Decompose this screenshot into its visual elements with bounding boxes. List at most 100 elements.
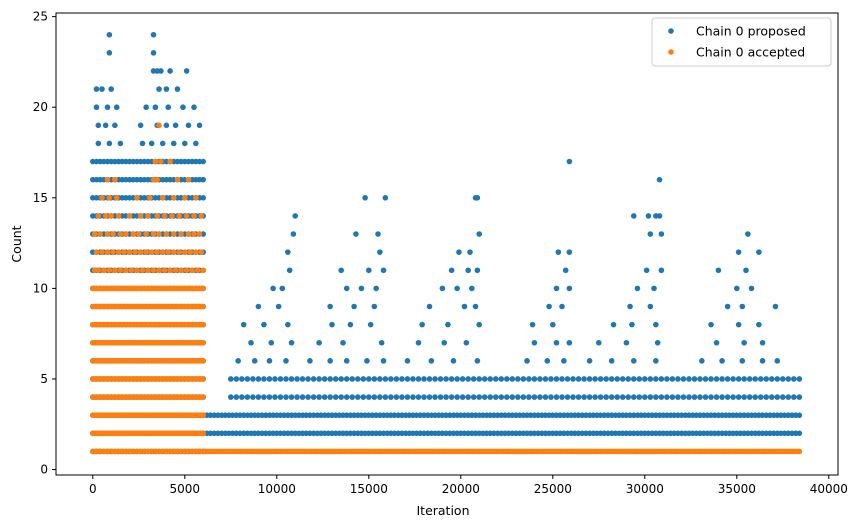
proposed-point (180, 104, 186, 111)
accepted-point (176, 249, 183, 255)
proposed-point (351, 303, 357, 310)
accepted-point (106, 195, 113, 201)
accepted-point (130, 231, 137, 237)
proposed-point (603, 394, 609, 400)
proposed-point (95, 140, 102, 147)
proposed-point (608, 376, 615, 382)
proposed-point (137, 122, 144, 129)
proposed-point (117, 140, 124, 147)
proposed-point (170, 140, 177, 147)
accepted-point (183, 267, 190, 274)
proposed-point (529, 321, 536, 328)
proposed-point (310, 376, 317, 382)
proposed-point (664, 394, 670, 400)
proposed-point (608, 358, 615, 364)
proposed-point (244, 394, 251, 400)
proposed-point (404, 394, 411, 400)
accepted-point (193, 195, 199, 201)
proposed-point (465, 394, 471, 400)
proposed-point (730, 376, 736, 382)
proposed-point (421, 394, 427, 400)
proposed-point (756, 249, 762, 255)
proposed-point (566, 158, 573, 165)
x-tick-label: 10000 (258, 482, 296, 496)
accepted-point (796, 448, 803, 455)
accepted-point (185, 176, 192, 183)
accepted-point (148, 249, 155, 255)
proposed-point (158, 68, 164, 74)
accepted-point (134, 267, 140, 274)
legend-label-proposed: Chain 0 proposed (696, 24, 806, 39)
proposed-point (465, 376, 471, 382)
proposed-point (796, 376, 803, 382)
proposed-point (380, 267, 387, 274)
proposed-point (487, 376, 494, 382)
proposed-point (437, 376, 444, 382)
proposed-point (785, 376, 792, 382)
proposed-point (537, 394, 543, 400)
accepted-point (145, 213, 151, 219)
accepted-point (110, 231, 116, 237)
accepted-point (178, 231, 184, 237)
proposed-point (305, 394, 311, 400)
accepted-point (170, 195, 177, 201)
proposed-point (498, 394, 505, 400)
proposed-point (730, 394, 736, 400)
proposed-point (375, 231, 381, 237)
legend-frame (651, 17, 832, 67)
proposed-point (415, 394, 422, 400)
proposed-point (393, 376, 400, 382)
accepted-point (93, 249, 100, 255)
x-tick-label: 15000 (350, 482, 388, 496)
accepted-point (134, 195, 140, 201)
accepted-point (159, 249, 166, 255)
x-axis-label: Iteration (416, 503, 469, 518)
accepted-point (200, 303, 206, 310)
proposed-point (404, 358, 411, 364)
proposed-point (474, 195, 481, 201)
proposed-point (741, 376, 747, 382)
proposed-point (283, 376, 289, 382)
proposed-point (575, 376, 582, 382)
proposed-point (382, 195, 389, 201)
accepted-point (200, 376, 206, 382)
proposed-point (461, 303, 468, 310)
proposed-point (95, 122, 102, 129)
proposed-point (575, 394, 582, 400)
proposed-point (240, 321, 247, 328)
proposed-point (343, 394, 350, 400)
proposed-point (288, 376, 295, 382)
proposed-points-layer (90, 31, 803, 455)
proposed-point (548, 376, 554, 382)
proposed-point (448, 376, 455, 382)
proposed-point (796, 430, 803, 437)
accepted-point (174, 176, 181, 183)
proposed-point (332, 394, 339, 400)
proposed-point (566, 249, 573, 255)
y-axis-ticks: 0 5 10 15 20 25 (33, 10, 56, 477)
proposed-point (745, 231, 751, 237)
accepted-point (165, 249, 172, 255)
proposed-point (614, 394, 620, 400)
proposed-point (382, 394, 389, 400)
accepted-point (198, 249, 205, 255)
proposed-point (283, 394, 289, 400)
proposed-point (734, 285, 740, 292)
proposed-point (150, 50, 157, 56)
accepted-point (104, 231, 111, 237)
proposed-point (354, 394, 361, 400)
proposed-point (664, 376, 670, 382)
proposed-point (592, 394, 598, 400)
proposed-point (310, 394, 317, 400)
accepted-point (167, 158, 173, 165)
proposed-point (371, 303, 378, 310)
proposed-point (93, 104, 100, 111)
proposed-point (261, 321, 267, 328)
accepted-point (182, 249, 188, 255)
proposed-point (481, 376, 488, 382)
proposed-point (448, 394, 455, 400)
x-tick-label: 35000 (718, 482, 756, 496)
proposed-point (156, 86, 162, 92)
proposed-point (294, 376, 300, 382)
proposed-point (366, 376, 372, 382)
